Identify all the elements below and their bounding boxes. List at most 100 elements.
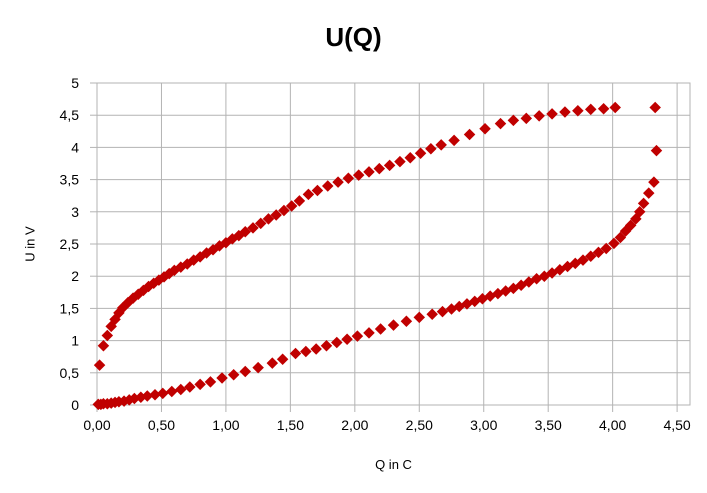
y-tick-label: 3 (71, 204, 79, 220)
data-point[interactable] (285, 200, 298, 212)
data-point[interactable] (637, 197, 650, 210)
data-point[interactable] (435, 139, 447, 151)
data-point[interactable] (494, 117, 507, 130)
data-point[interactable] (341, 333, 353, 346)
data-point[interactable] (239, 226, 252, 238)
data-point[interactable] (276, 353, 289, 366)
data-point[interactable] (216, 372, 228, 384)
data-point[interactable] (479, 122, 491, 135)
data-point[interactable] (507, 114, 520, 127)
y-tick-label: 0,5 (60, 365, 80, 381)
x-tick-label: 4,50 (663, 417, 690, 433)
data-point[interactable] (166, 385, 178, 398)
data-point[interactable] (373, 162, 386, 175)
data-point[interactable] (252, 361, 264, 374)
data-point[interactable] (247, 222, 259, 234)
data-point[interactable] (97, 340, 110, 352)
data-point[interactable] (649, 101, 661, 114)
data-point[interactable] (374, 323, 387, 335)
x-tick-label: 2,50 (406, 417, 433, 433)
data-point[interactable] (624, 219, 637, 232)
data-point[interactable] (584, 103, 597, 116)
x-axis-title: Q in C (375, 457, 412, 472)
data-point[interactable] (270, 209, 282, 221)
data-point[interactable] (597, 103, 610, 115)
data-point[interactable] (533, 110, 545, 122)
data-point[interactable] (302, 188, 315, 201)
data-point[interactable] (584, 250, 597, 262)
data-point[interactable] (320, 340, 333, 352)
data-point[interactable] (278, 204, 290, 217)
data-point[interactable] (363, 327, 375, 339)
x-tick-label: 3,50 (535, 417, 562, 433)
data-point[interactable] (400, 315, 413, 328)
data-point[interactable] (546, 108, 558, 120)
data-point[interactable] (633, 206, 646, 218)
data-point[interactable] (394, 155, 406, 168)
data-point[interactable] (404, 151, 417, 164)
data-point[interactable] (383, 159, 396, 172)
data-point[interactable] (184, 381, 196, 393)
data-point[interactable] (425, 142, 437, 155)
data-point[interactable] (149, 388, 161, 401)
x-tick-label: 4,00 (599, 417, 626, 433)
data-point[interactable] (352, 169, 365, 181)
y-tick-label: 3,5 (60, 172, 80, 188)
data-point[interactable] (156, 387, 169, 400)
data-point[interactable] (93, 359, 106, 371)
data-point[interactable] (413, 311, 426, 324)
data-point[interactable] (426, 308, 438, 320)
y-tick-label: 1,5 (60, 300, 80, 316)
data-point[interactable] (600, 242, 612, 255)
x-tick-label: 1,00 (212, 417, 239, 433)
data-point[interactable] (289, 347, 302, 360)
data-point[interactable] (436, 305, 449, 318)
data-point[interactable] (101, 329, 114, 342)
y-tick-label: 0 (71, 397, 79, 413)
data-point[interactable] (175, 383, 187, 396)
y-tick-label: 5 (71, 75, 79, 91)
y-tick-label: 4 (71, 139, 79, 155)
data-point[interactable] (310, 343, 322, 355)
data-point[interactable] (609, 101, 621, 114)
y-tick-label: 2,5 (60, 236, 80, 252)
data-point[interactable] (577, 254, 589, 266)
data-point[interactable] (204, 376, 217, 388)
data-point[interactable] (332, 176, 344, 188)
data-point[interactable] (363, 166, 375, 178)
data-point[interactable] (227, 368, 240, 381)
x-tick-label: 2,00 (341, 417, 368, 433)
data-point[interactable] (300, 345, 312, 358)
data-point[interactable] (239, 365, 252, 378)
data-point[interactable] (311, 184, 324, 197)
data-point[interactable] (262, 213, 275, 225)
data-point[interactable] (387, 319, 400, 331)
data-point[interactable] (194, 378, 206, 391)
data-point[interactable] (592, 246, 605, 259)
data-point[interactable] (448, 134, 460, 147)
data-point[interactable] (572, 104, 584, 117)
data-point[interactable] (322, 180, 334, 192)
data-point[interactable] (463, 128, 476, 141)
data-point[interactable] (648, 176, 660, 188)
data-point[interactable] (351, 330, 364, 342)
data-point[interactable] (254, 217, 267, 230)
data-point[interactable] (642, 187, 655, 199)
data-point[interactable] (266, 357, 279, 369)
data-point[interactable] (650, 144, 663, 157)
data-point[interactable] (559, 106, 571, 118)
data-point[interactable] (414, 147, 427, 159)
x-tick-label: 3,00 (470, 417, 497, 433)
x-tick-label: 0,50 (148, 417, 175, 433)
data-point[interactable] (520, 112, 533, 125)
data-point[interactable] (608, 237, 620, 250)
x-tick-label: 0,00 (83, 417, 110, 433)
data-point[interactable] (141, 390, 154, 402)
data-point[interactable] (614, 231, 627, 244)
data-point[interactable] (293, 195, 306, 207)
y-tick-label: 2 (71, 268, 79, 284)
data-point[interactable] (342, 172, 355, 185)
data-point[interactable] (331, 336, 343, 349)
